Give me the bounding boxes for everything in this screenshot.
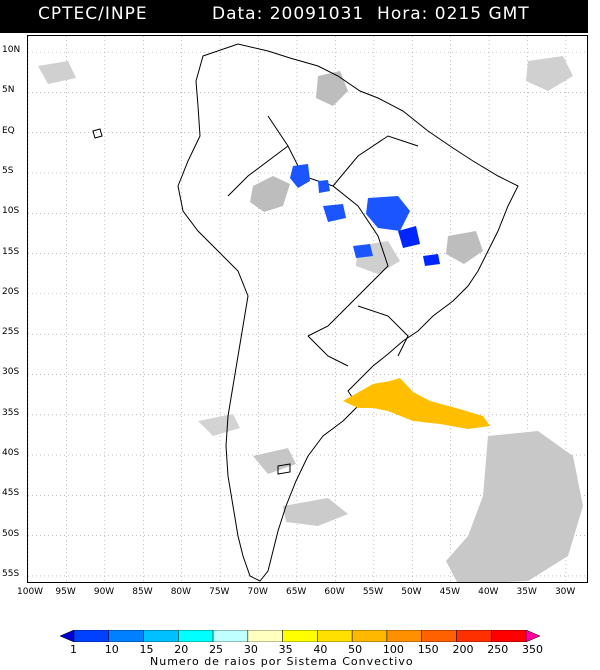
longitude-label: 45W	[439, 587, 461, 597]
colorbar	[60, 630, 540, 642]
map-frame[interactable]	[27, 35, 588, 583]
cloud-area-east	[446, 231, 483, 264]
south-america-coast	[177, 43, 519, 582]
storm-cell-blue-3	[323, 204, 346, 222]
latitude-label: 20S	[2, 286, 20, 297]
date-time-label: Data: 20091031 Hora: 0215 GMT	[212, 4, 530, 24]
latitude-label: 55S	[2, 568, 20, 579]
colorbar-value-label: 40	[313, 643, 328, 656]
colorbar-value-label: 100	[382, 643, 404, 656]
colorbar-segment	[317, 630, 353, 642]
storm-cell-blue-1	[290, 164, 310, 188]
country-borders	[227, 115, 419, 367]
latitude-label: 35S	[2, 407, 20, 418]
colorbar-segment	[143, 630, 179, 642]
colorbar-value-label: 25	[209, 643, 224, 656]
storm-cell-dark-blue-1	[398, 226, 420, 248]
latitude-label: 50S	[2, 528, 20, 539]
longitude-label: 80W	[170, 587, 192, 597]
latitude-label: 15S	[2, 246, 20, 257]
cloud-layer	[38, 56, 583, 582]
longitude-label: 55W	[362, 587, 384, 597]
cloud-area-argentina	[253, 448, 296, 474]
longitude-label: 100W	[17, 587, 44, 597]
cloud-area-west	[38, 61, 76, 84]
latitude-label: 45S	[2, 488, 20, 499]
map-canvas	[28, 36, 587, 582]
colorbar-segment	[247, 630, 283, 642]
colorbar-segment	[456, 630, 492, 642]
longitude-label: 85W	[132, 587, 153, 597]
colorbar-value-label: 1	[70, 643, 77, 656]
colorbar-caption: Numero de raios por Sistema Convectivo	[150, 655, 414, 668]
colorbar-value-label: 200	[452, 643, 474, 656]
colorbar-value-label: 150	[417, 643, 439, 656]
cloud-area-patagonia	[283, 498, 348, 526]
cloud-area-caribbean	[526, 56, 573, 91]
latitude-label: 10N	[2, 45, 21, 56]
islands-and-lakes	[92, 128, 291, 475]
colorbar-segment	[282, 630, 318, 642]
colorbar-segment	[490, 630, 527, 642]
storm-cell-blue-2	[318, 180, 330, 193]
longitude-label: 40W	[478, 587, 499, 597]
colorbar-value-label: 10	[104, 643, 119, 656]
colorbar-value-label: 30	[243, 643, 258, 656]
latitude-label: 25S	[2, 327, 20, 338]
colorbar-segment	[178, 630, 214, 642]
colorbar-segment	[60, 630, 75, 642]
colorbar-value-label: 350	[522, 643, 543, 656]
colorbar-segment	[421, 630, 457, 642]
colorbar-value-label: 35	[278, 643, 293, 656]
continent-outline	[92, 43, 519, 582]
storm-cell-blue-5	[353, 244, 373, 258]
latitude-label: 40S	[2, 448, 20, 459]
longitude-label: 90W	[93, 587, 115, 597]
colorbar-segment	[386, 630, 422, 642]
storm-cell-orange	[343, 378, 490, 429]
source-title: CPTEC/INPE	[38, 4, 148, 24]
longitude-label: 60W	[324, 587, 345, 597]
longitude-label: 95W	[55, 587, 76, 597]
colorbar-segment	[212, 630, 249, 642]
longitude-label: 35W	[516, 587, 537, 597]
colorbar-value-label: 50	[348, 643, 363, 656]
colorbar-segment	[525, 630, 540, 642]
latitude-label: 5S	[2, 166, 14, 176]
cloud-area-atlantic-south	[446, 431, 583, 582]
colorbar-value-label: 20	[174, 643, 189, 656]
colorbar-value-label: 15	[139, 643, 154, 656]
latitude-label: EQ	[2, 125, 15, 136]
longitude-label: 50W	[401, 587, 422, 597]
longitude-label: 70W	[247, 587, 268, 597]
colorbar-segment	[73, 630, 110, 642]
cloud-area-pacific	[198, 414, 240, 436]
storm-cell-dark-blue-2	[423, 254, 440, 266]
latitude-label: 30S	[2, 367, 20, 378]
latitude-label: 10S	[2, 206, 20, 217]
colorbar-segment	[108, 630, 144, 642]
latitude-label: 5N	[2, 85, 15, 96]
header-bar: CPTEC/INPE Data: 20091031 Hora: 0215 GMT	[0, 0, 588, 33]
longitude-label: 75W	[209, 587, 230, 597]
longitude-label: 65W	[285, 587, 307, 597]
convective-systems	[290, 164, 490, 429]
storm-cell-blue-4	[366, 196, 410, 231]
colorbar-segment	[351, 630, 388, 642]
cloud-area-amazon	[250, 176, 290, 212]
colorbar-value-label: 250	[487, 643, 509, 656]
cloud-area-north	[316, 71, 348, 106]
longitude-label: 30W	[554, 587, 576, 597]
